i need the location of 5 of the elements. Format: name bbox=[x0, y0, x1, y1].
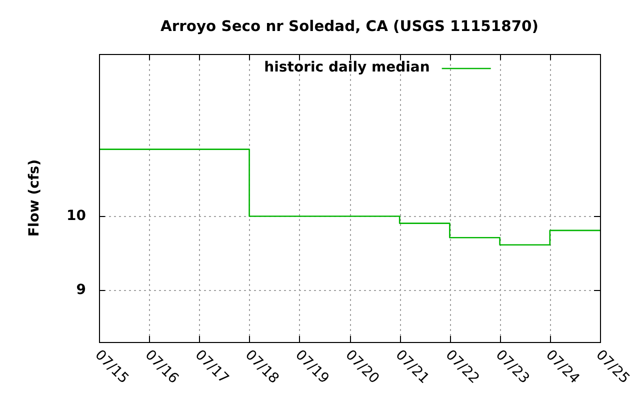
chart-title: Arroyo Seco nr Soledad, CA (USGS 11151870) bbox=[160, 18, 538, 35]
y-tick-label: 9 bbox=[76, 282, 86, 298]
y-axis-title: Flow (cfs) bbox=[26, 159, 43, 237]
legend-label: historic daily median bbox=[264, 60, 430, 76]
y-tick-label: 10 bbox=[66, 208, 86, 224]
